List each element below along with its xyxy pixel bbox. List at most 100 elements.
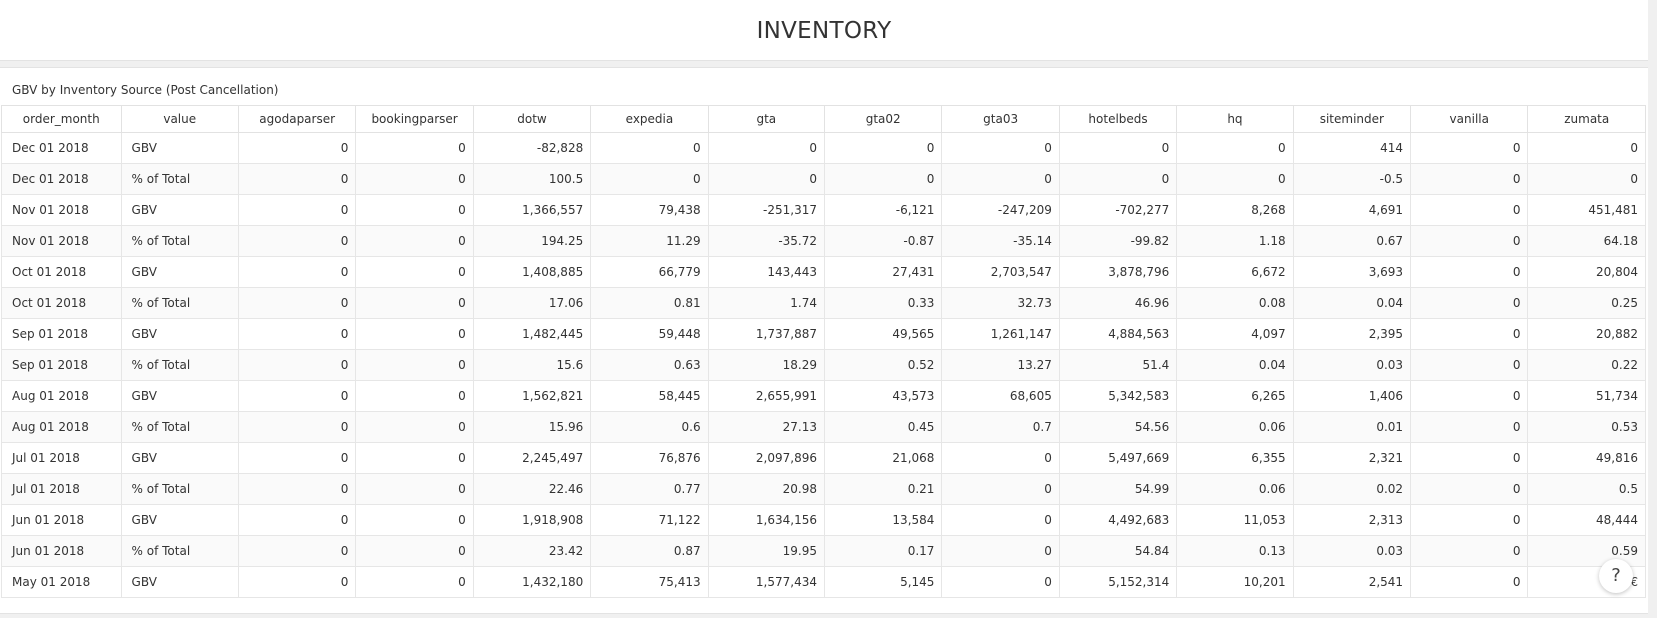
- table-cell-zumata: 20,804: [1527, 256, 1646, 288]
- table-cell-hotelbeds: 5,342,583: [1058, 380, 1178, 412]
- table-cell-vanilla: 0: [1410, 535, 1529, 567]
- table-cell-gta03: 0: [941, 473, 1060, 505]
- table-row: Jun 01 2018% of Total 0 0 23.42 0.87 19.95 0.1…: [1, 535, 1646, 567]
- table-cell-vanilla: 0: [1410, 318, 1529, 350]
- inventory-panel: GBV by Inventory Source (Post Cancellati…: [0, 67, 1648, 614]
- table-cell-hq: 10,201: [1176, 566, 1294, 598]
- table-cell-hq: 0.06: [1176, 411, 1294, 443]
- table-cell-gta02: -6,121: [823, 194, 943, 226]
- table-cell-zumata: 0.22: [1527, 349, 1646, 381]
- table-cell-hotelbeds: 54.84: [1058, 535, 1178, 567]
- table-cell-dotw: -82,828: [472, 132, 592, 164]
- table-cell-gta03: 0.7: [941, 411, 1060, 443]
- table-cell-value: % of Total: [120, 287, 239, 319]
- table-cell-hq: 6,355: [1176, 442, 1294, 474]
- table-cell-agodaparser: 0: [237, 163, 357, 195]
- column-header-zumata[interactable]: zumata: [1527, 105, 1646, 133]
- column-header-gta03[interactable]: gta03: [941, 105, 1060, 133]
- table-cell-expedia: 79,438: [590, 194, 709, 226]
- table-cell-gta: -35.72: [707, 225, 826, 257]
- table-cell-bookingparser: 0: [355, 287, 474, 319]
- table-cell-vanilla: 0: [1410, 225, 1529, 257]
- table-cell-gta02: 43,573: [823, 380, 943, 412]
- table-cell-gta: 1,577,434: [707, 566, 826, 598]
- column-header-gta[interactable]: gta: [707, 105, 826, 133]
- table-cell-bookingparser: 0: [355, 535, 474, 567]
- column-header-bookingparser[interactable]: bookingparser: [355, 105, 474, 133]
- table-cell-bookingparser: 0: [355, 132, 474, 164]
- table-cell-siteminder: 2,395: [1292, 318, 1412, 350]
- table-cell-vanilla: 0: [1410, 566, 1529, 598]
- table-cell-hotelbeds: 51.4: [1058, 349, 1178, 381]
- table-cell-siteminder: 1,406: [1292, 380, 1412, 412]
- table-cell-expedia: 58,445: [590, 380, 709, 412]
- table-cell-hq: 6,265: [1176, 380, 1294, 412]
- column-header-gta02[interactable]: gta02: [823, 105, 943, 133]
- table-cell-value: % of Total: [120, 163, 239, 195]
- table-cell-hq: 4,097: [1176, 318, 1294, 350]
- table-body: Dec 01 2018 GBV 0 0 -82,828 0 0 0 0 0 0 414 0 0 Dec 01…: [1, 132, 1646, 598]
- table-cell-expedia: 0.6: [590, 411, 709, 443]
- page-title: INVENTORY: [756, 18, 892, 44]
- table-row: Oct 01 2018% of Total 0 0 17.06 0.81 1.74 0.33…: [1, 287, 1646, 319]
- table-cell-hotelbeds: 3,878,796: [1058, 256, 1178, 288]
- table-cell-zumata: 49,816: [1527, 442, 1646, 474]
- page-scroll-edge: [1648, 0, 1657, 618]
- column-header-hotelbeds[interactable]: hotelbeds: [1058, 105, 1178, 133]
- table-cell-expedia: 0: [590, 132, 709, 164]
- table-cell-gta03: 13.27: [941, 349, 1060, 381]
- dashboard-header: INVENTORY: [0, 0, 1648, 61]
- column-header-dotw[interactable]: dotw: [472, 105, 592, 133]
- table-cell-agodaparser: 0: [237, 566, 357, 598]
- table-cell-gta: 1.74: [707, 287, 826, 319]
- table-row: May 01 2018 GBV 0 0 1,432,180 75,413 1,577,434…: [1, 566, 1646, 598]
- table-cell-expedia: 75,413: [590, 566, 709, 598]
- table-cell-dotw: 15.96: [472, 411, 592, 443]
- table-row: Sep 01 2018% of Total 0 0 15.6 0.63 18.29 0.52…: [1, 349, 1646, 381]
- table-cell-siteminder: 2,313: [1292, 504, 1412, 536]
- table-cell-order-month: Jul 01 2018: [1, 442, 122, 474]
- table-cell-hq: 11,053: [1176, 504, 1294, 536]
- table-cell-zumata: 0.59: [1527, 535, 1646, 567]
- table-row: Dec 01 2018 GBV 0 0 -82,828 0 0 0 0 0 0 414 0 0: [1, 132, 1646, 164]
- table-container[interactable]: order_month value agodaparser bookingparser…: [1, 105, 1646, 598]
- table-cell-siteminder: 0.03: [1292, 349, 1412, 381]
- table-cell-gta03: 0: [941, 163, 1060, 195]
- table-cell-order-month: Aug 01 2018: [1, 380, 122, 412]
- table-cell-value: GBV: [120, 442, 239, 474]
- table-cell-hotelbeds: 5,497,669: [1058, 442, 1178, 474]
- table-cell-order-month: Nov 01 2018: [1, 225, 122, 257]
- table-cell-vanilla: 0: [1410, 256, 1529, 288]
- column-header-siteminder[interactable]: siteminder: [1292, 105, 1412, 133]
- table-cell-gta: 20.98: [707, 473, 826, 505]
- table-cell-value: % of Total: [120, 349, 239, 381]
- table-cell-hq: 1.18: [1176, 225, 1294, 257]
- table-cell-agodaparser: 0: [237, 349, 357, 381]
- column-header-expedia[interactable]: expedia: [590, 105, 709, 133]
- table-cell-agodaparser: 0: [237, 504, 357, 536]
- column-header-hq[interactable]: hq: [1176, 105, 1294, 133]
- column-header-value[interactable]: value: [120, 105, 239, 133]
- table-cell-hotelbeds: -99.82: [1058, 225, 1178, 257]
- table-cell-siteminder: 3,693: [1292, 256, 1412, 288]
- column-header-agodaparser[interactable]: agodaparser: [237, 105, 357, 133]
- table-cell-hotelbeds: 5,152,314: [1058, 566, 1178, 598]
- table-row: Jul 01 2018 GBV 0 0 2,245,497 76,876 2,097,896…: [1, 442, 1646, 474]
- table-row: Aug 01 2018 GBV 0 0 1,562,821 58,445 2,655,991…: [1, 380, 1646, 412]
- table-cell-hq: 6,672: [1176, 256, 1294, 288]
- table-cell-value: % of Total: [120, 411, 239, 443]
- table-cell-zumata: 0.25: [1527, 287, 1646, 319]
- table-cell-agodaparser: 0: [237, 256, 357, 288]
- table-cell-hq: 8,268: [1176, 194, 1294, 226]
- help-button[interactable]: ?: [1599, 559, 1633, 593]
- table-cell-bookingparser: 0: [355, 163, 474, 195]
- column-header-order-month[interactable]: order_month: [1, 105, 122, 133]
- table-cell-expedia: 76,876: [590, 442, 709, 474]
- table-cell-gta02: 0: [823, 163, 943, 195]
- table-cell-zumata: 0.5: [1527, 473, 1646, 505]
- table-cell-agodaparser: 0: [237, 194, 357, 226]
- table-cell-hotelbeds: 0: [1058, 163, 1178, 195]
- table-row: Nov 01 2018 GBV 0 0 1,366,557 79,438 -251,317-…: [1, 194, 1646, 226]
- panel-title: GBV by Inventory Source (Post Cancellati…: [12, 83, 279, 97]
- column-header-vanilla[interactable]: vanilla: [1410, 105, 1529, 133]
